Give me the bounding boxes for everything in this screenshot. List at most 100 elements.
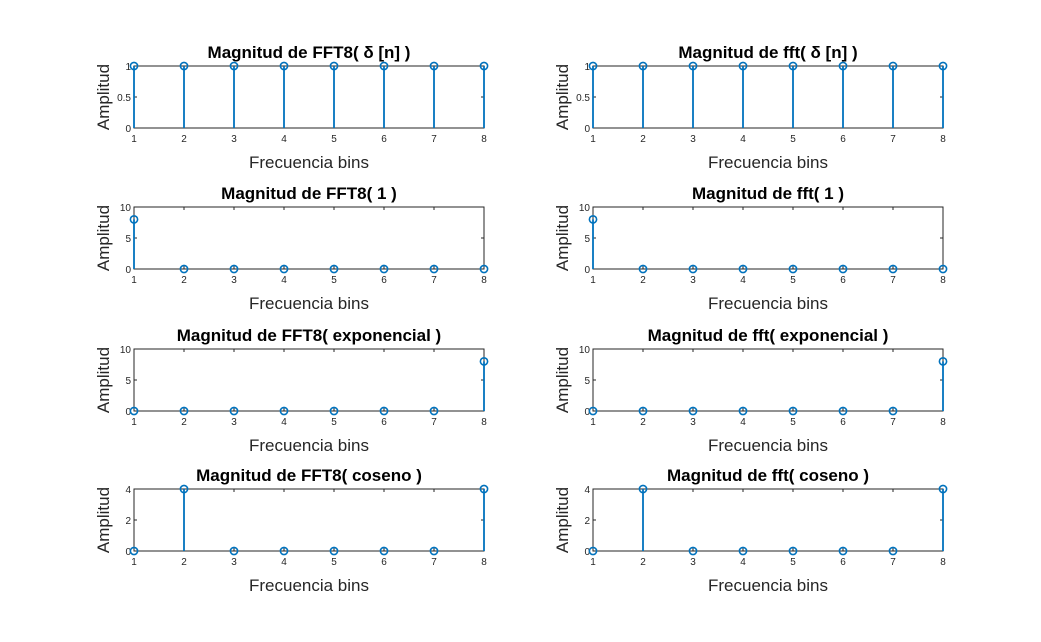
x-tick-label: 5	[331, 557, 337, 568]
x-tick-label: 7	[431, 134, 437, 145]
y-tick-label: 2	[125, 516, 131, 527]
y-tick-label: 0	[125, 407, 131, 418]
x-tick-label: 6	[840, 557, 846, 568]
x-axis-label: Frecuencia bins	[708, 294, 828, 313]
stem-marker	[638, 264, 648, 274]
subplot-title: Magnitud de fft( 1 )	[692, 184, 844, 203]
stem-marker	[588, 406, 598, 416]
stem-marker	[738, 264, 748, 274]
axes-frame	[133, 65, 485, 129]
y-tick-label: 10	[579, 345, 591, 356]
subplot-title: Magnitud de FFT8( exponencial )	[177, 326, 441, 345]
x-tick-label: 4	[281, 557, 287, 568]
x-axis-label: Frecuencia bins	[708, 576, 828, 595]
stem-marker	[229, 546, 239, 556]
x-tick-label: 3	[231, 134, 237, 145]
y-axis-label: Amplitud	[553, 205, 572, 271]
stem-marker	[379, 546, 389, 556]
y-tick-label: 5	[125, 376, 131, 387]
x-tick-label: 3	[231, 417, 237, 428]
stem-marker	[788, 406, 798, 416]
subplot-8: 1 2 3 4 5 6 7 8 0 2 4 Magnitud de fft( coseno ) Frec…	[553, 466, 948, 595]
stem-marker	[129, 61, 139, 71]
stem-marker	[938, 61, 948, 71]
y-tick-label: 0	[125, 265, 131, 276]
x-tick-label: 7	[890, 275, 896, 286]
x-tick-label: 8	[940, 134, 946, 145]
subplot-title: Magnitud de FFT8( coseno )	[196, 466, 422, 485]
stem-marker	[788, 264, 798, 274]
x-tick-label: 6	[381, 134, 387, 145]
axes-frame	[592, 206, 944, 270]
stem-marker	[638, 61, 648, 71]
stem-marker	[229, 61, 239, 71]
x-tick-label: 8	[940, 275, 946, 286]
subplot-2: 1 2 3 4 5 6 7 8 0 0.5 1 Magnitud de fft( δ [n] ) Fre…	[553, 43, 948, 172]
x-tick-label: 5	[331, 134, 337, 145]
y-tick-label: 5	[584, 234, 590, 245]
stem-marker	[838, 406, 848, 416]
stem-marker	[838, 264, 848, 274]
stem-marker	[329, 546, 339, 556]
stem-marker	[279, 546, 289, 556]
x-tick-label: 3	[690, 417, 696, 428]
stem-marker	[229, 264, 239, 274]
x-tick-label: 7	[431, 275, 437, 286]
x-tick-label: 1	[590, 557, 596, 568]
stem-marker	[838, 61, 848, 71]
x-tick-label: 4	[740, 275, 746, 286]
y-tick-label: 0	[584, 265, 590, 276]
y-axis-label: Amplitud	[553, 487, 572, 553]
x-tick-label: 3	[231, 275, 237, 286]
x-tick-label: 2	[181, 275, 187, 286]
x-tick-label: 8	[481, 134, 487, 145]
stem-marker	[688, 264, 698, 274]
axes-frame	[133, 348, 485, 412]
axes-frame	[592, 65, 944, 129]
subplot-5: 1 2 3 4 5 6 7 8 0 5 10 Magnitud de FFT8( exponencia…	[94, 326, 489, 455]
stem-marker	[229, 406, 239, 416]
stem-marker	[688, 406, 698, 416]
x-tick-label: 8	[481, 557, 487, 568]
stem-marker	[379, 61, 389, 71]
y-tick-label: 10	[579, 203, 591, 214]
subplot-title: Magnitud de fft( δ [n] )	[678, 43, 857, 62]
stem-marker	[129, 214, 139, 224]
x-tick-label: 1	[590, 417, 596, 428]
stem-marker	[429, 264, 439, 274]
stem-marker	[938, 264, 948, 274]
stem-marker	[938, 356, 948, 366]
x-axis-label: Frecuencia bins	[249, 153, 369, 172]
axes-frame	[133, 206, 485, 270]
stem-marker	[329, 61, 339, 71]
stem-marker	[688, 61, 698, 71]
x-tick-label: 8	[481, 275, 487, 286]
x-tick-label: 4	[281, 417, 287, 428]
y-tick-label: 1	[125, 62, 131, 73]
stem-marker	[738, 546, 748, 556]
y-tick-label: 0.5	[117, 93, 131, 104]
stem-marker	[279, 264, 289, 274]
x-tick-label: 7	[890, 417, 896, 428]
x-tick-label: 1	[590, 134, 596, 145]
x-tick-label: 7	[890, 557, 896, 568]
x-tick-label: 7	[431, 557, 437, 568]
stem-marker	[738, 61, 748, 71]
axes-frame	[133, 488, 485, 552]
axes-frame	[592, 348, 944, 412]
x-tick-label: 6	[840, 417, 846, 428]
y-axis-label: Amplitud	[553, 64, 572, 130]
x-tick-label: 6	[381, 417, 387, 428]
x-axis-label: Frecuencia bins	[249, 436, 369, 455]
x-tick-label: 5	[790, 275, 796, 286]
stem-marker	[888, 61, 898, 71]
stem-marker	[638, 484, 648, 494]
x-tick-label: 1	[590, 275, 596, 286]
stem-marker	[129, 406, 139, 416]
x-tick-label: 2	[181, 417, 187, 428]
stem-marker	[888, 264, 898, 274]
stem-marker	[279, 406, 289, 416]
x-tick-label: 5	[331, 275, 337, 286]
x-axis-label: Frecuencia bins	[708, 436, 828, 455]
x-tick-label: 6	[381, 557, 387, 568]
